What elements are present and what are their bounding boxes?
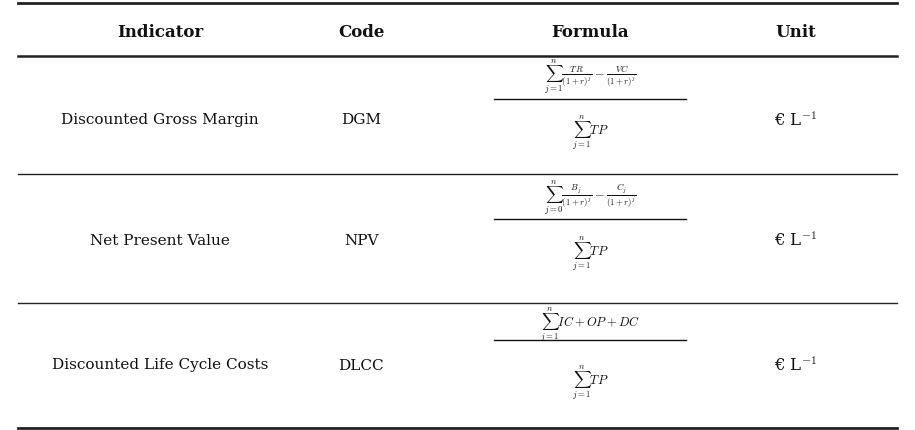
Text: € L$^{-1}$: € L$^{-1}$ (774, 356, 818, 375)
Text: Discounted Life Cycle Costs: Discounted Life Cycle Costs (52, 359, 268, 372)
Text: $\sum_{j=1}^{n} \frac{TR}{(1+r)^{j}} - \frac{VC}{(1+r)^{j}}$: $\sum_{j=1}^{n} \frac{TR}{(1+r)^{j}} - \… (544, 58, 637, 96)
Text: Discounted Gross Margin: Discounted Gross Margin (61, 114, 259, 127)
Text: DLCC: DLCC (339, 359, 384, 372)
Text: € L$^{-1}$: € L$^{-1}$ (774, 111, 818, 130)
Text: $\sum_{j=1}^{n} TP$: $\sum_{j=1}^{n} TP$ (572, 364, 608, 402)
Text: € L$^{-1}$: € L$^{-1}$ (774, 231, 818, 250)
Text: Code: Code (339, 24, 384, 41)
Text: Indicator: Indicator (117, 24, 203, 41)
Text: Unit: Unit (776, 24, 816, 41)
Text: $\sum_{j=0}^{n} \frac{B_j}{(1+r)^{j}} - \frac{C_j}{(1+r)^{j}}$: $\sum_{j=0}^{n} \frac{B_j}{(1+r)^{j}} - … (544, 179, 637, 217)
Text: NPV: NPV (344, 234, 379, 248)
Text: Net Present Value: Net Present Value (91, 234, 230, 248)
Text: $\sum_{j=1}^{n} TP$: $\sum_{j=1}^{n} TP$ (572, 114, 608, 152)
Text: Formula: Formula (552, 24, 629, 41)
Text: $\sum_{j=1}^{n} TP$: $\sum_{j=1}^{n} TP$ (572, 235, 608, 273)
Text: $\sum_{j=1}^{n} IC+OP+DC$: $\sum_{j=1}^{n} IC+OP+DC$ (540, 306, 640, 344)
Text: DGM: DGM (341, 114, 382, 127)
